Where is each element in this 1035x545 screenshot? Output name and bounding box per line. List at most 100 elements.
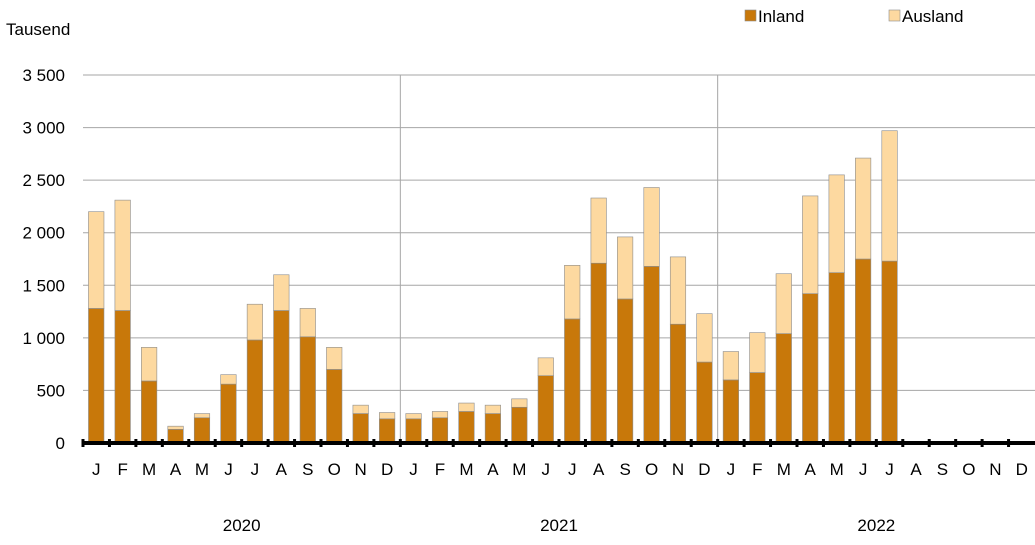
bar-ausland bbox=[511, 398, 528, 408]
x-tick-label-month: J bbox=[885, 460, 894, 479]
x-tick-label-month: J bbox=[859, 460, 868, 479]
x-tick-label-month: J bbox=[727, 460, 736, 479]
x-year-label: 2022 bbox=[857, 516, 895, 535]
bar-ausland bbox=[193, 413, 211, 419]
x-year-label: 2021 bbox=[540, 516, 578, 535]
x-tick-labels: J F M A M J J A S O N D J F M A M J J A S O N D J F M A M J J A S O N D2020… bbox=[92, 460, 1028, 535]
x-tick-label-month: N bbox=[672, 460, 684, 479]
y-tick-label: 3 000 bbox=[22, 119, 65, 138]
bar-inland bbox=[564, 318, 581, 444]
x-tick-label-month: O bbox=[328, 460, 341, 479]
y-tick-label: 3 500 bbox=[22, 66, 65, 85]
bar-inland bbox=[511, 406, 528, 444]
y-tick-labels: 0 500 1 000 1 500 2 000 2 500 3 000 3 500 bbox=[22, 66, 65, 453]
bar-ausland bbox=[246, 303, 263, 341]
x-tick-label-month: J bbox=[251, 460, 260, 479]
bar-inland bbox=[696, 361, 713, 444]
x-tick-label-month: D bbox=[1016, 460, 1028, 479]
x-tick-label-month: M bbox=[512, 460, 526, 479]
bar-ausland bbox=[590, 197, 607, 264]
x-tick-label-month: S bbox=[619, 460, 630, 479]
bar-ausland bbox=[881, 130, 898, 262]
bar-inland bbox=[273, 310, 290, 444]
y-tick-label: 500 bbox=[37, 381, 65, 400]
y-tick-label: 2 000 bbox=[22, 224, 65, 243]
bar-ausland bbox=[564, 265, 581, 320]
bar-ausland bbox=[141, 347, 158, 382]
bar-inland bbox=[802, 293, 819, 444]
x-tick-label-month: D bbox=[698, 460, 710, 479]
axes bbox=[81, 439, 1035, 447]
x-tick-label-month: N bbox=[989, 460, 1001, 479]
x-tick-label-month: S bbox=[937, 460, 948, 479]
bar-ausland bbox=[855, 157, 872, 260]
x-tick-label-month: M bbox=[777, 460, 791, 479]
bar-inland bbox=[749, 372, 766, 444]
bar-inland bbox=[855, 258, 872, 444]
bar-ausland bbox=[537, 357, 554, 377]
bar-inland bbox=[326, 369, 343, 444]
x-tick-label-month: N bbox=[355, 460, 367, 479]
bar-inland bbox=[167, 429, 184, 444]
x-tick-label-month: A bbox=[910, 460, 922, 479]
bar-ausland bbox=[643, 187, 660, 267]
x-tick-label-month: A bbox=[805, 460, 817, 479]
gridlines bbox=[83, 74, 1035, 443]
bar-inland bbox=[775, 333, 792, 444]
bar-ausland bbox=[749, 332, 766, 373]
legend-swatch bbox=[888, 9, 901, 22]
bar-inland bbox=[881, 260, 898, 444]
bar-inland bbox=[431, 417, 449, 444]
bar-ausland bbox=[352, 404, 369, 414]
bar-ausland bbox=[299, 308, 316, 338]
bar-inland bbox=[722, 379, 739, 444]
bar-inland bbox=[458, 411, 475, 444]
bar-ausland bbox=[273, 274, 290, 311]
bar-ausland bbox=[696, 313, 713, 363]
bar-inland bbox=[828, 272, 845, 444]
bar-inland bbox=[114, 310, 131, 444]
bar-inland bbox=[299, 336, 316, 444]
bar-ausland bbox=[220, 374, 237, 385]
bar-ausland bbox=[88, 211, 105, 309]
y-tick-label: 0 bbox=[56, 434, 65, 453]
bar-inland bbox=[484, 413, 501, 444]
x-year-label: 2020 bbox=[223, 516, 261, 535]
bar-ausland bbox=[802, 195, 819, 294]
x-tick-label-month: D bbox=[381, 460, 393, 479]
legend-swatch bbox=[744, 9, 757, 22]
x-tick-label-month: F bbox=[117, 460, 127, 479]
x-tick-label-month: J bbox=[542, 460, 551, 479]
bar-ausland bbox=[431, 411, 449, 419]
x-tick-label-month: M bbox=[830, 460, 844, 479]
x-tick-label-month: A bbox=[276, 460, 288, 479]
x-tick-label-month: O bbox=[645, 460, 658, 479]
legend: Inland Ausland bbox=[744, 7, 963, 26]
bar-inland bbox=[220, 383, 237, 444]
bar-inland bbox=[590, 262, 607, 444]
bar-ausland bbox=[167, 425, 184, 430]
bar-ausland bbox=[828, 174, 845, 273]
bar-ausland bbox=[458, 402, 475, 412]
bar-ausland bbox=[484, 404, 501, 414]
bar-inland bbox=[669, 323, 687, 444]
bar-inland bbox=[617, 298, 634, 444]
x-tick-label-month: O bbox=[962, 460, 975, 479]
bar-ausland bbox=[722, 351, 739, 381]
bar-inland bbox=[246, 339, 263, 444]
y-axis-label: Tausend bbox=[6, 20, 70, 39]
bar-ausland bbox=[405, 413, 422, 420]
y-tick-label: 1 000 bbox=[22, 329, 65, 348]
bar-ausland bbox=[326, 347, 343, 370]
x-tick-label-month: J bbox=[92, 460, 101, 479]
y-tick-label: 1 500 bbox=[22, 276, 65, 295]
bar-ausland bbox=[775, 273, 792, 334]
bar-inland bbox=[379, 418, 396, 444]
x-tick-label-month: J bbox=[409, 460, 418, 479]
x-tick-label-month: A bbox=[487, 460, 499, 479]
x-tick-label-month: S bbox=[302, 460, 313, 479]
bar-inland bbox=[643, 266, 660, 444]
x-tick-label-month: M bbox=[142, 460, 156, 479]
x-tick-label-month: F bbox=[752, 460, 762, 479]
